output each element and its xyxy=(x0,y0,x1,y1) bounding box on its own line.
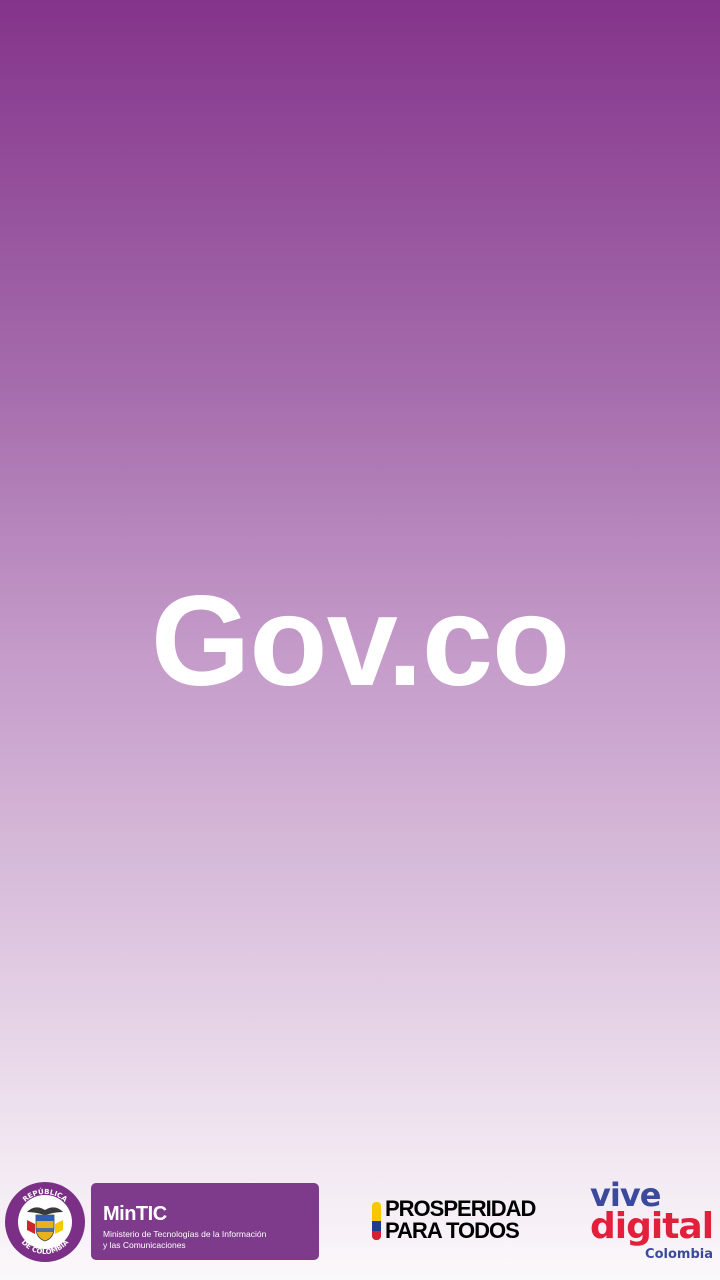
prosperidad-line1: PROSPERIDAD xyxy=(385,1196,536,1221)
mintic-name: MinTIC xyxy=(103,1203,167,1225)
mintic-logo: MinTIC Ministerio de Tecnologías de la I… xyxy=(91,1183,319,1260)
app-title: Gov.co xyxy=(150,570,570,713)
vive-text: vive xyxy=(590,1176,661,1214)
prosperidad-line2: PARA TODOS xyxy=(385,1218,520,1243)
colombia-flag-icon xyxy=(372,1202,381,1240)
mintic-description-line1: Ministerio de Tecnologías de la Informac… xyxy=(103,1229,267,1239)
prosperidad-text: PROSPERIDAD PARA TODOS xyxy=(385,1196,536,1243)
sponsor-logos-footer: REPÚBLICA DE COLOMBIA MinTIC Ministerio … xyxy=(0,1176,720,1280)
coat-of-arms-icon: REPÚBLICA DE COLOMBIA xyxy=(7,1184,83,1260)
mintic-description: Ministerio de Tecnologías de la Informac… xyxy=(103,1229,313,1251)
digital-text: digital xyxy=(590,1206,714,1247)
mintic-description-line2: y las Comunicaciones xyxy=(103,1240,186,1250)
vive-digital-logo: vive digital Colombia xyxy=(590,1178,716,1268)
prosperidad-para-todos-logo: PROSPERIDAD PARA TODOS xyxy=(372,1198,552,1248)
colombia-text: Colombia xyxy=(645,1247,713,1262)
republica-de-colombia-seal: REPÚBLICA DE COLOMBIA xyxy=(5,1182,85,1262)
